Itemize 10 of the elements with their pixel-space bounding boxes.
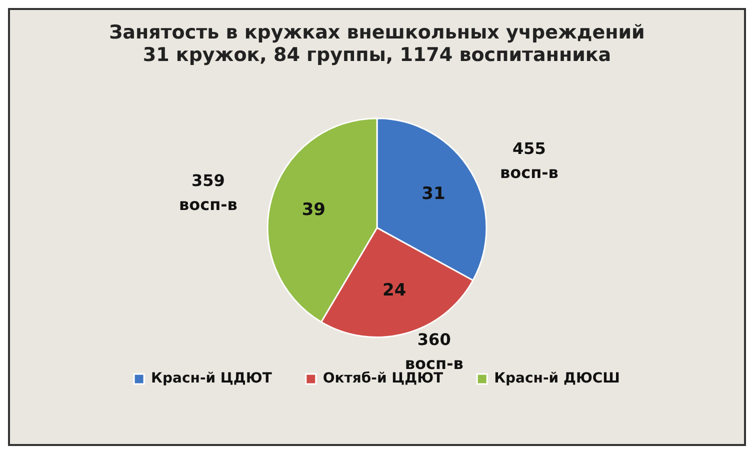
data-label: 24	[382, 280, 406, 301]
legend-label: Красн-й ЦДЮТ	[151, 370, 272, 387]
text: 359 восп-в	[179, 170, 238, 214]
legend-label: Красн-й ДЮСШ	[494, 370, 620, 387]
legend-label: Октяб-й ЦДЮТ	[322, 370, 444, 387]
text: 455 восп-в	[500, 138, 558, 182]
chart-title: Занятость в кружках внешкольных учреждений 31 кружок, 84 группы, 1174 воспитанника	[109, 21, 645, 66]
data-label: 31	[422, 184, 446, 204]
text: 360 восп-в	[404, 330, 464, 373]
data-label: 39	[302, 200, 326, 220]
